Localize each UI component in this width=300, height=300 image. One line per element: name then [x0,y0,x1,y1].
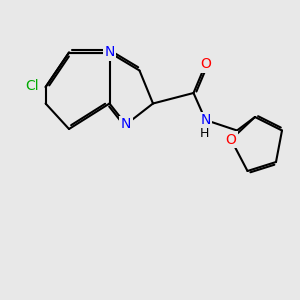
Text: Cl: Cl [25,79,39,92]
Text: H: H [199,127,209,140]
Text: N: N [121,118,131,131]
Text: O: O [200,58,211,71]
Text: N: N [200,113,211,127]
Text: N: N [104,46,115,59]
Text: O: O [226,133,236,146]
